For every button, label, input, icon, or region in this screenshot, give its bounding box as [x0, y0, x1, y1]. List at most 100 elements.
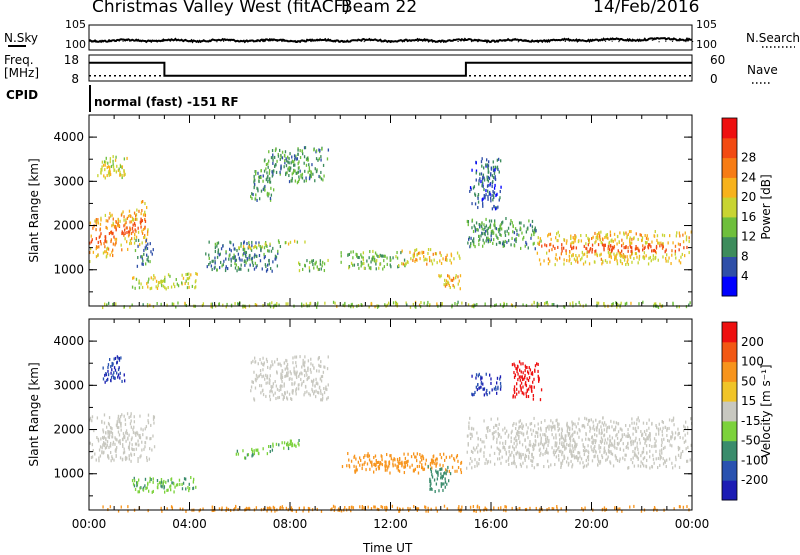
- power-cell: [487, 195, 489, 199]
- velocity-cell: [146, 456, 148, 460]
- power-cell: [631, 251, 634, 255]
- power-cell: [498, 227, 501, 231]
- power-cell: [688, 303, 690, 307]
- velocity-cell: [495, 430, 497, 434]
- velocity-cell: [384, 506, 386, 510]
- velocity-cell: [477, 374, 480, 378]
- power-cell: [678, 248, 680, 252]
- velocity-cell: [525, 445, 527, 449]
- velocity-cell: [634, 451, 636, 455]
- power-cell: [95, 245, 98, 249]
- velocity-cell: [527, 454, 530, 458]
- velocity-cell: [601, 438, 604, 442]
- power-cell: [516, 229, 518, 233]
- power-cell: [144, 234, 146, 238]
- power-cell: [125, 221, 127, 225]
- power-cell: [115, 155, 117, 159]
- power-cell: [96, 245, 99, 249]
- velocity-cell: [285, 373, 288, 377]
- velocity-cell: [619, 438, 622, 442]
- velocity-cell: [594, 449, 596, 453]
- power-cell: [495, 242, 498, 246]
- power-cell: [384, 254, 386, 258]
- power-cell: [426, 262, 428, 266]
- power-cell: [286, 171, 288, 175]
- power-cell: [474, 245, 476, 249]
- power-cell: [256, 186, 258, 190]
- velocity-cell: [291, 397, 293, 401]
- velocity-cell: [629, 424, 631, 428]
- power-cell: [99, 234, 101, 238]
- power-cell: [141, 262, 143, 266]
- time-tick-label: 16:00: [474, 517, 509, 531]
- velocity-cell: [269, 366, 271, 370]
- power-cell: [486, 228, 488, 232]
- velocity-cell: [102, 443, 104, 447]
- power-cell: [494, 177, 497, 181]
- velocity-cell: [646, 421, 648, 425]
- power-cell: [485, 217, 487, 221]
- power-cell: [211, 259, 213, 263]
- power-cell: [658, 241, 660, 245]
- power-cell: [164, 278, 166, 282]
- power-cell: [523, 224, 525, 228]
- velocity-cell: [547, 459, 549, 463]
- power-cell: [296, 181, 299, 185]
- velocity-cell: [513, 460, 515, 464]
- power-cell: [482, 244, 484, 248]
- power-cell: [507, 226, 510, 230]
- velocity-cell: [118, 420, 120, 424]
- velocity-cell: [510, 436, 512, 440]
- velocity-cell: [367, 505, 369, 509]
- velocity-cell: [378, 467, 380, 471]
- power-cell: [624, 302, 627, 306]
- velocity-cell: [642, 446, 645, 450]
- power-cell: [532, 242, 534, 246]
- power-cell: [130, 214, 132, 218]
- power-cell: [190, 273, 192, 277]
- velocity-cell: [386, 468, 388, 472]
- velocity-cell: [286, 371, 288, 375]
- power-cell: [126, 240, 128, 244]
- power-cell: [322, 163, 325, 167]
- velocity-cell: [283, 394, 285, 398]
- power-cell: [392, 301, 395, 305]
- power-cell: [600, 257, 603, 261]
- power-cell: [447, 280, 449, 284]
- power-cell: [444, 284, 447, 288]
- velocity-cell: [170, 488, 172, 492]
- velocity-cell: [562, 450, 564, 454]
- power-cell: [483, 223, 485, 227]
- velocity-cell: [662, 462, 665, 466]
- velocity-cell: [105, 372, 107, 376]
- power-cell: [383, 259, 385, 263]
- power-cell: [616, 234, 619, 238]
- power-cell: [390, 265, 392, 269]
- velocity-cell: [684, 426, 686, 430]
- velocity-cell: [636, 441, 638, 445]
- velocity-cell: [307, 359, 310, 363]
- power-cell: [575, 254, 577, 258]
- power-cell: [264, 242, 266, 246]
- power-cell: [371, 257, 373, 261]
- velocity-cell: [302, 358, 304, 362]
- power-cell: [613, 232, 616, 236]
- power-cell: [268, 150, 270, 154]
- velocity-cell: [476, 388, 479, 392]
- velocity-cell: [152, 489, 154, 493]
- velocity-cell: [600, 441, 603, 445]
- power-cell: [549, 243, 551, 247]
- power-cell: [119, 173, 121, 177]
- velocity-cell: [616, 436, 619, 440]
- velocity-cell: [559, 438, 561, 442]
- velocity-cell: [485, 434, 487, 438]
- power-colorbar-label: Power [dB]: [759, 174, 773, 239]
- power-cell: [152, 277, 154, 281]
- power-cell: [430, 259, 433, 263]
- velocity-cell: [525, 391, 527, 395]
- power-cell: [362, 256, 364, 260]
- power-cell: [125, 226, 127, 230]
- velocity-cell: [515, 427, 517, 431]
- velocity-cell: [138, 490, 141, 494]
- velocity-cell: [575, 425, 577, 429]
